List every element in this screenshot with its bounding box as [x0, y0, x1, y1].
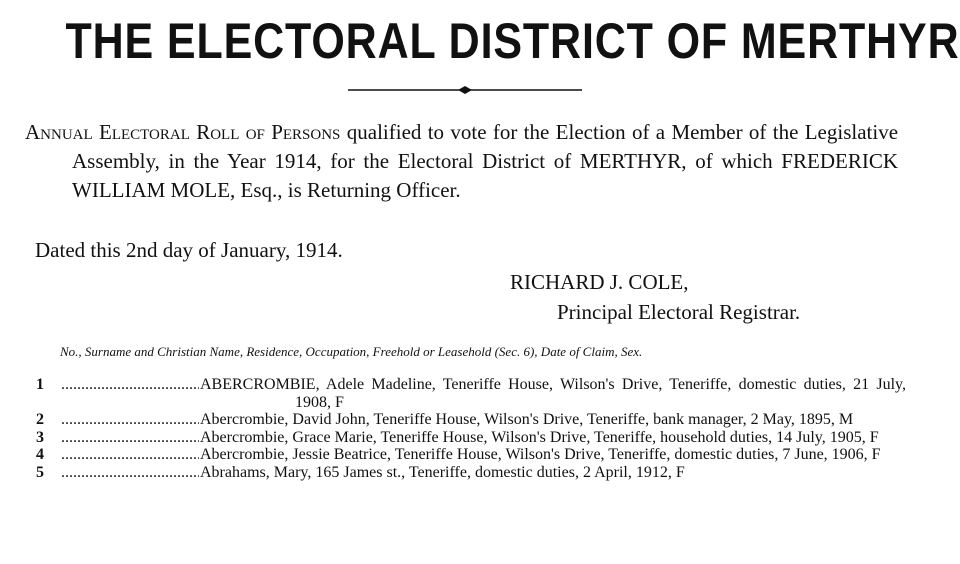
entry: 4.......................................… — [36, 446, 906, 464]
entry-text: Abercrombie, Jessie Beatrice, Teneriffe … — [200, 446, 881, 463]
entry-text: ABERCROMBIE, Adele Madeline, Teneriffe H… — [200, 376, 906, 411]
leader-dots: ........................................… — [61, 411, 199, 428]
entry-number: 3 — [36, 428, 44, 446]
entry: 5.......................................… — [36, 464, 906, 482]
entry-number: 5 — [36, 463, 44, 481]
entry: 2.......................................… — [36, 411, 906, 429]
entry-text: Abrahams, Mary, 165 James st., Teneriffe… — [200, 463, 685, 481]
entry-text: Abercrombie, Grace Marie, Teneriffe Hous… — [200, 428, 879, 446]
signature-name: RICHARD J. COLE, — [510, 270, 689, 294]
leader-dots: ........................................… — [61, 428, 199, 446]
entry: 1.......................................… — [36, 376, 906, 411]
intro-rest: qualified to vote for the Election of a … — [72, 120, 899, 202]
entry-number: 4 — [36, 446, 44, 463]
entry: 3.......................................… — [36, 429, 906, 447]
leader-dots: ........................................… — [61, 463, 199, 481]
divider — [348, 86, 582, 94]
signature-role: Principal Electoral Registrar. — [557, 300, 801, 324]
entry-list: 1.......................................… — [36, 376, 906, 481]
title: THE ELECTORAL DISTRICT OF MERTHYR. — [65, 13, 960, 69]
leader-dots: ........................................… — [61, 376, 199, 393]
entry-text: Abercrombie, David John, Teneriffe House… — [200, 411, 854, 428]
entry-number: 1 — [36, 376, 44, 393]
column-header: No., Surname and Christian Name, Residen… — [60, 344, 643, 359]
leader-dots: ........................................… — [61, 446, 199, 463]
date-line: Dated this 2nd day of January, 1914. — [35, 238, 343, 262]
intro: Annual Electoral Roll of Persons qualifi… — [25, 118, 898, 205]
intro-lead: Annual Electoral Roll of Persons — [25, 120, 341, 144]
entry-number: 2 — [36, 411, 44, 428]
